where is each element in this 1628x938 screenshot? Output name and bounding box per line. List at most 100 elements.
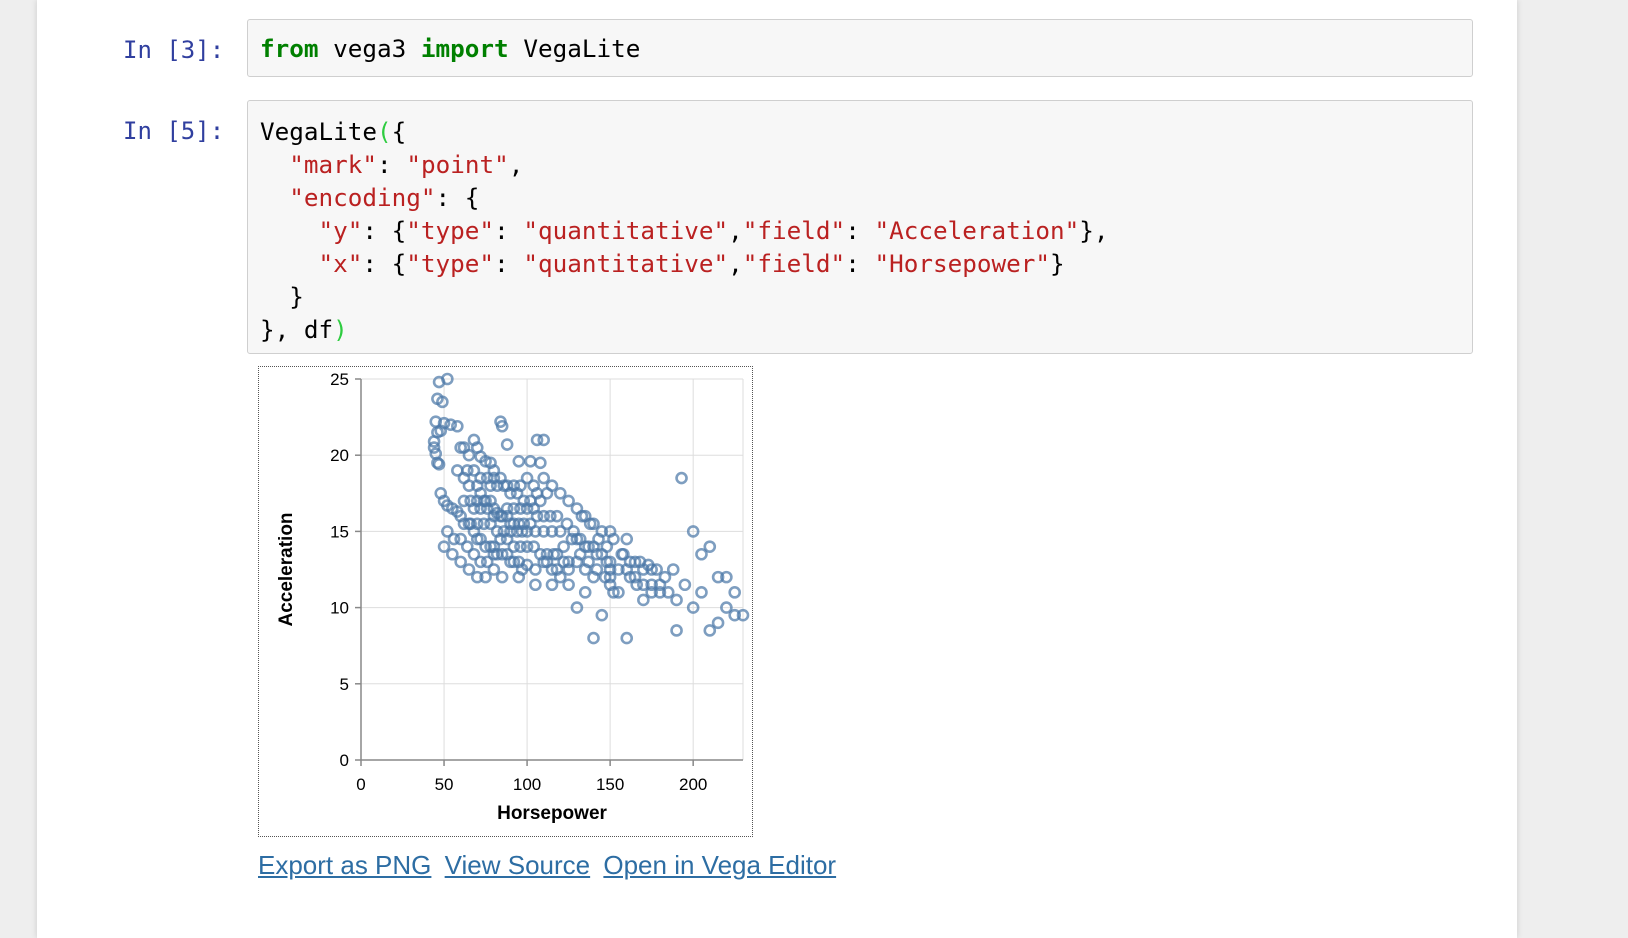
notebook-page: In [3]: from vega3 import VegaLite In [5…	[37, 0, 1517, 938]
data-point	[620, 532, 634, 546]
data-point	[675, 471, 688, 485]
code-token: {	[391, 117, 407, 146]
data-point	[437, 540, 451, 553]
data-point	[554, 525, 567, 538]
code-token: (	[377, 117, 392, 146]
x-tick-label: 200	[679, 775, 707, 794]
cell-prompt-5: In [5]:	[123, 117, 225, 145]
x-tick-label: 50	[435, 775, 454, 794]
code-token: "quantitative"	[523, 216, 729, 245]
data-point	[474, 555, 487, 569]
data-point	[695, 586, 708, 599]
data-point	[500, 479, 514, 492]
data-point	[467, 547, 481, 561]
x-tick-label: 0	[356, 775, 365, 794]
data-point	[460, 540, 474, 553]
data-point	[477, 494, 491, 508]
x-tick-label: 150	[596, 775, 624, 794]
data-point	[617, 547, 630, 561]
data-point	[517, 494, 531, 508]
data-point	[490, 525, 504, 538]
data-point	[454, 532, 467, 546]
export-png-link[interactable]: Export as PNG	[258, 850, 432, 880]
code-token: "Acceleration"	[874, 216, 1080, 245]
x-tick-label: 100	[513, 775, 541, 794]
code-cell-import[interactable]: from vega3 import VegaLite	[247, 19, 1473, 77]
code-text: from vega3 import VegaLite	[248, 20, 1472, 65]
data-point	[544, 509, 557, 523]
y-tick-label: 0	[340, 751, 349, 770]
data-point	[630, 578, 644, 592]
data-point	[695, 547, 708, 561]
data-point	[587, 631, 600, 645]
code-cell-vegalite[interactable]: VegaLite({ "mark": "point", "encoding": …	[247, 100, 1473, 354]
data-point	[479, 570, 492, 584]
data-point	[658, 570, 672, 584]
data-point	[590, 563, 604, 576]
data-point	[460, 464, 474, 477]
data-point	[451, 419, 464, 433]
data-point	[554, 570, 567, 584]
data-point	[545, 563, 559, 576]
data-point	[670, 593, 683, 607]
data-point	[462, 563, 476, 576]
data-point	[595, 608, 609, 622]
code-token: :	[377, 150, 407, 179]
code-token: "type"	[406, 216, 495, 245]
data-point	[720, 601, 733, 614]
data-point	[495, 419, 509, 433]
data-point	[670, 624, 683, 637]
data-point	[550, 547, 564, 561]
data-point	[534, 456, 547, 470]
data-point	[480, 555, 494, 569]
data-point	[529, 563, 542, 576]
data-point	[537, 471, 550, 485]
data-point	[512, 454, 526, 468]
data-point	[495, 570, 509, 584]
data-point	[565, 532, 579, 546]
data-point	[703, 540, 717, 553]
data-point	[504, 525, 517, 538]
data-point	[612, 586, 625, 599]
code-token: "mark"	[289, 150, 378, 179]
data-point	[562, 555, 575, 569]
data-point	[562, 563, 575, 576]
data-point	[470, 517, 484, 531]
code-token: "point"	[406, 150, 509, 179]
data-point	[487, 464, 501, 477]
data-point	[514, 540, 527, 553]
data-point	[686, 525, 700, 538]
data-point	[537, 433, 550, 447]
data-point	[517, 517, 531, 531]
data-point	[620, 631, 634, 645]
data-point	[441, 372, 454, 386]
data-point	[527, 540, 541, 553]
data-point	[550, 509, 564, 523]
view-source-link[interactable]: View Source	[444, 850, 591, 880]
data-point	[446, 547, 459, 561]
data-point	[603, 570, 617, 584]
data-point	[537, 509, 550, 523]
data-point	[653, 586, 667, 599]
code-token: "Horsepower"	[874, 249, 1050, 278]
data-point	[512, 570, 526, 584]
data-point	[560, 517, 574, 531]
y-axis-title: Acceleration	[276, 512, 297, 626]
data-point	[427, 441, 441, 454]
code-token: :	[845, 249, 875, 278]
data-point	[520, 540, 534, 553]
code-token: "y"	[318, 216, 363, 245]
data-point	[487, 509, 501, 523]
data-point	[637, 578, 650, 592]
data-point	[447, 532, 461, 546]
code-token: }	[260, 282, 304, 311]
data-point	[497, 525, 511, 538]
data-point	[464, 494, 477, 508]
data-point	[515, 525, 529, 538]
open-vega-editor-link[interactable]: Open in Vega Editor	[603, 850, 837, 880]
data-point	[427, 435, 441, 448]
data-point	[436, 395, 449, 409]
code-token: VegaLite	[260, 117, 378, 146]
data-point	[432, 458, 446, 471]
data-point	[529, 578, 542, 592]
